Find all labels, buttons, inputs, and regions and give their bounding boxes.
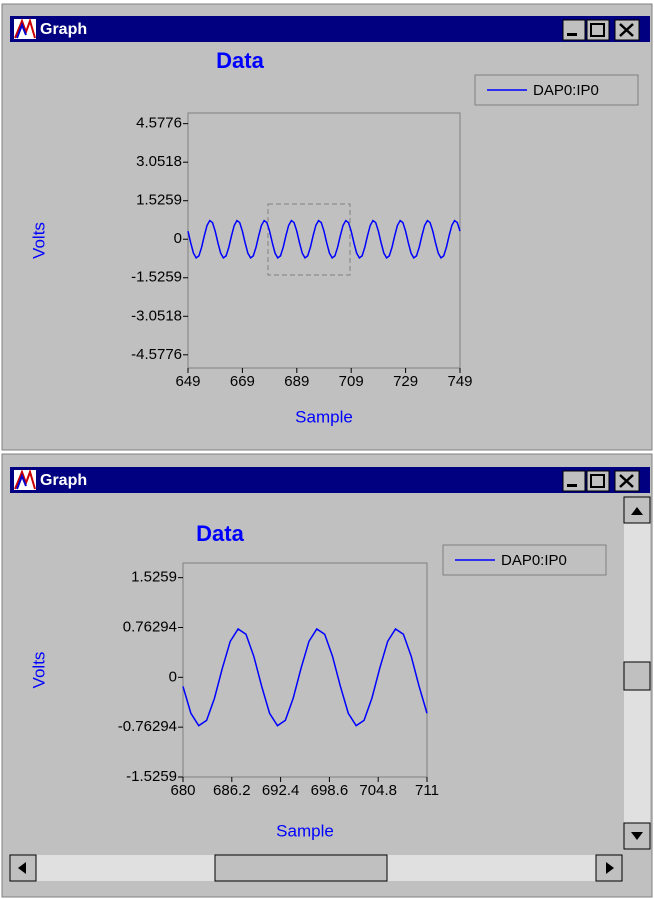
y-tick-label: -1.5259	[126, 768, 177, 785]
y-tick-label: 1.5259	[136, 192, 182, 209]
x-axis-label: Sample	[295, 407, 353, 426]
y-tick-label: 1.5259	[131, 569, 177, 586]
title-bar	[10, 467, 650, 493]
chart-title: Data	[216, 48, 264, 73]
legend-label: DAP0:IP0	[501, 552, 567, 569]
x-tick-label: 711	[415, 782, 439, 799]
y-tick-label: 4.5776	[136, 115, 182, 132]
window: Graph	[1, 3, 653, 451]
scroll-up[interactable]	[623, 496, 651, 524]
y-tick-label: 0.76294	[123, 618, 177, 635]
y-axis-label: Volts	[29, 222, 48, 259]
close-button[interactable]	[614, 470, 640, 492]
window-title: Graph	[40, 472, 87, 489]
app-icon	[14, 468, 36, 490]
x-tick-label: 669	[230, 373, 255, 390]
x-tick-label: 692.4	[262, 782, 300, 799]
plot-frame	[187, 112, 461, 369]
x-tick-label: 686.2	[213, 782, 251, 799]
x-tick-label: 680	[170, 782, 195, 799]
maximize-button[interactable]	[586, 470, 610, 492]
y-tick-label: 3.0518	[136, 153, 182, 170]
title-bar	[10, 16, 650, 42]
x-axis-label: Sample	[276, 821, 334, 840]
legend-label: DAP0:IP0	[533, 82, 599, 99]
x-tick-label: 709	[339, 373, 364, 390]
window-title: Graph	[40, 21, 87, 38]
app-icon	[14, 17, 36, 39]
scroll-right[interactable]	[595, 854, 623, 882]
y-tick-label: -1.5259	[131, 269, 182, 286]
series-line	[182, 627, 428, 727]
horizontal-scrollbar	[9, 854, 623, 882]
minimize-button[interactable]	[562, 470, 586, 492]
vertical-scrollbar	[623, 496, 651, 850]
y-tick-label: -3.0518	[131, 307, 182, 324]
x-tick-label: 749	[447, 373, 472, 390]
scroll-thumb[interactable]	[214, 854, 388, 882]
close-button[interactable]	[614, 19, 640, 41]
minimize-button[interactable]	[562, 19, 586, 41]
x-tick-label: 729	[393, 373, 418, 390]
series-line	[187, 219, 461, 260]
x-tick-label: 698.6	[311, 782, 349, 799]
client-area	[10, 44, 650, 446]
chart-title: Data	[196, 521, 244, 546]
y-tick-label: -4.5776	[131, 346, 182, 363]
x-tick-label: 704.8	[359, 782, 397, 799]
scroll-left[interactable]	[9, 854, 37, 882]
y-axis-label: Volts	[29, 652, 48, 689]
y-tick-label: 0	[174, 230, 182, 247]
x-tick-label: 689	[284, 373, 309, 390]
zoom-box	[267, 203, 351, 276]
y-tick-label: 0	[169, 668, 177, 685]
x-tick-label: 649	[175, 373, 200, 390]
scroll-thumb[interactable]	[623, 661, 651, 691]
plot-frame	[182, 562, 428, 778]
scroll-down[interactable]	[623, 822, 651, 850]
maximize-button[interactable]	[586, 19, 610, 41]
y-tick-label: -0.76294	[118, 718, 177, 735]
